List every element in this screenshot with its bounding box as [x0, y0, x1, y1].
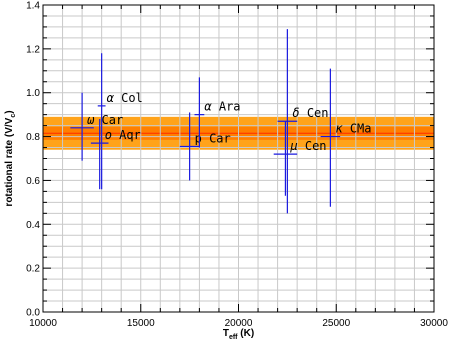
y-tick-label: 1.4 [26, 1, 40, 12]
data-point: κ CMa [320, 68, 372, 207]
data-point: δ Cen [277, 29, 329, 214]
x-tick-label: 10000 [29, 318, 57, 329]
y-tick-label: 0.8 [26, 132, 40, 143]
x-tick-label: 25000 [322, 318, 350, 329]
y-tick-label: 0.0 [26, 308, 40, 319]
x-tick-label: 30000 [420, 318, 448, 329]
grid [42, 4, 435, 313]
star-label: ω Car [87, 113, 123, 127]
data-point: ω Car [70, 92, 123, 161]
x-axis-title: Teff (K) [223, 328, 254, 341]
data-point: α Col [97, 53, 143, 190]
data-point: p Car [179, 112, 231, 181]
y-tick-label: 0.2 [26, 264, 40, 275]
data-point: o Aqr [90, 119, 141, 190]
star-label: α Col [107, 91, 143, 105]
x-tick-label: 15000 [127, 318, 155, 329]
data-point: μ Cen [273, 121, 327, 196]
y-tick-label: 1.0 [26, 88, 40, 99]
y-tick-label: 1.2 [26, 44, 40, 55]
star-label: o Aqr [105, 128, 141, 142]
star-label: p Car [195, 131, 231, 145]
star-label: α Ara [204, 100, 240, 114]
data-point: α Ara [194, 77, 241, 148]
axis-ticks: 10000 15000 20000 25000 30000 0.0 0.2 0.4 0.6 0.8… [26, 1, 448, 330]
data-points: ω Car α Col o Aqr p Car α Ara δ Cen μ Cen κ CMa [70, 29, 372, 214]
star-label: κ CMa [335, 122, 371, 136]
y-tick-label: 0.4 [26, 220, 40, 231]
star-label: μ Cen [289, 139, 326, 153]
y-axis-title: rotational rate (V/Vc) [4, 110, 17, 206]
x-tick-label: 20000 [225, 318, 253, 329]
star-label: δ Cen [292, 106, 328, 120]
y-tick-label: 0.6 [26, 176, 40, 187]
